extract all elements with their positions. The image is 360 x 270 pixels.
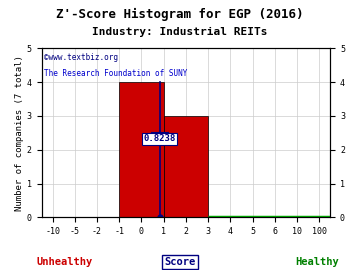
Text: ©www.textbiz.org: ©www.textbiz.org — [44, 53, 118, 62]
Text: Industry: Industrial REITs: Industry: Industrial REITs — [92, 27, 268, 37]
Y-axis label: Number of companies (7 total): Number of companies (7 total) — [15, 55, 24, 211]
Text: Healthy: Healthy — [295, 256, 339, 266]
Text: Unhealthy: Unhealthy — [37, 256, 93, 266]
Bar — [119, 82, 164, 217]
Text: Z'-Score Histogram for EGP (2016): Z'-Score Histogram for EGP (2016) — [56, 8, 304, 21]
Text: Score: Score — [165, 256, 195, 266]
Text: The Research Foundation of SUNY: The Research Foundation of SUNY — [44, 69, 188, 77]
Bar — [164, 116, 208, 217]
Text: 0.8238: 0.8238 — [144, 134, 176, 143]
